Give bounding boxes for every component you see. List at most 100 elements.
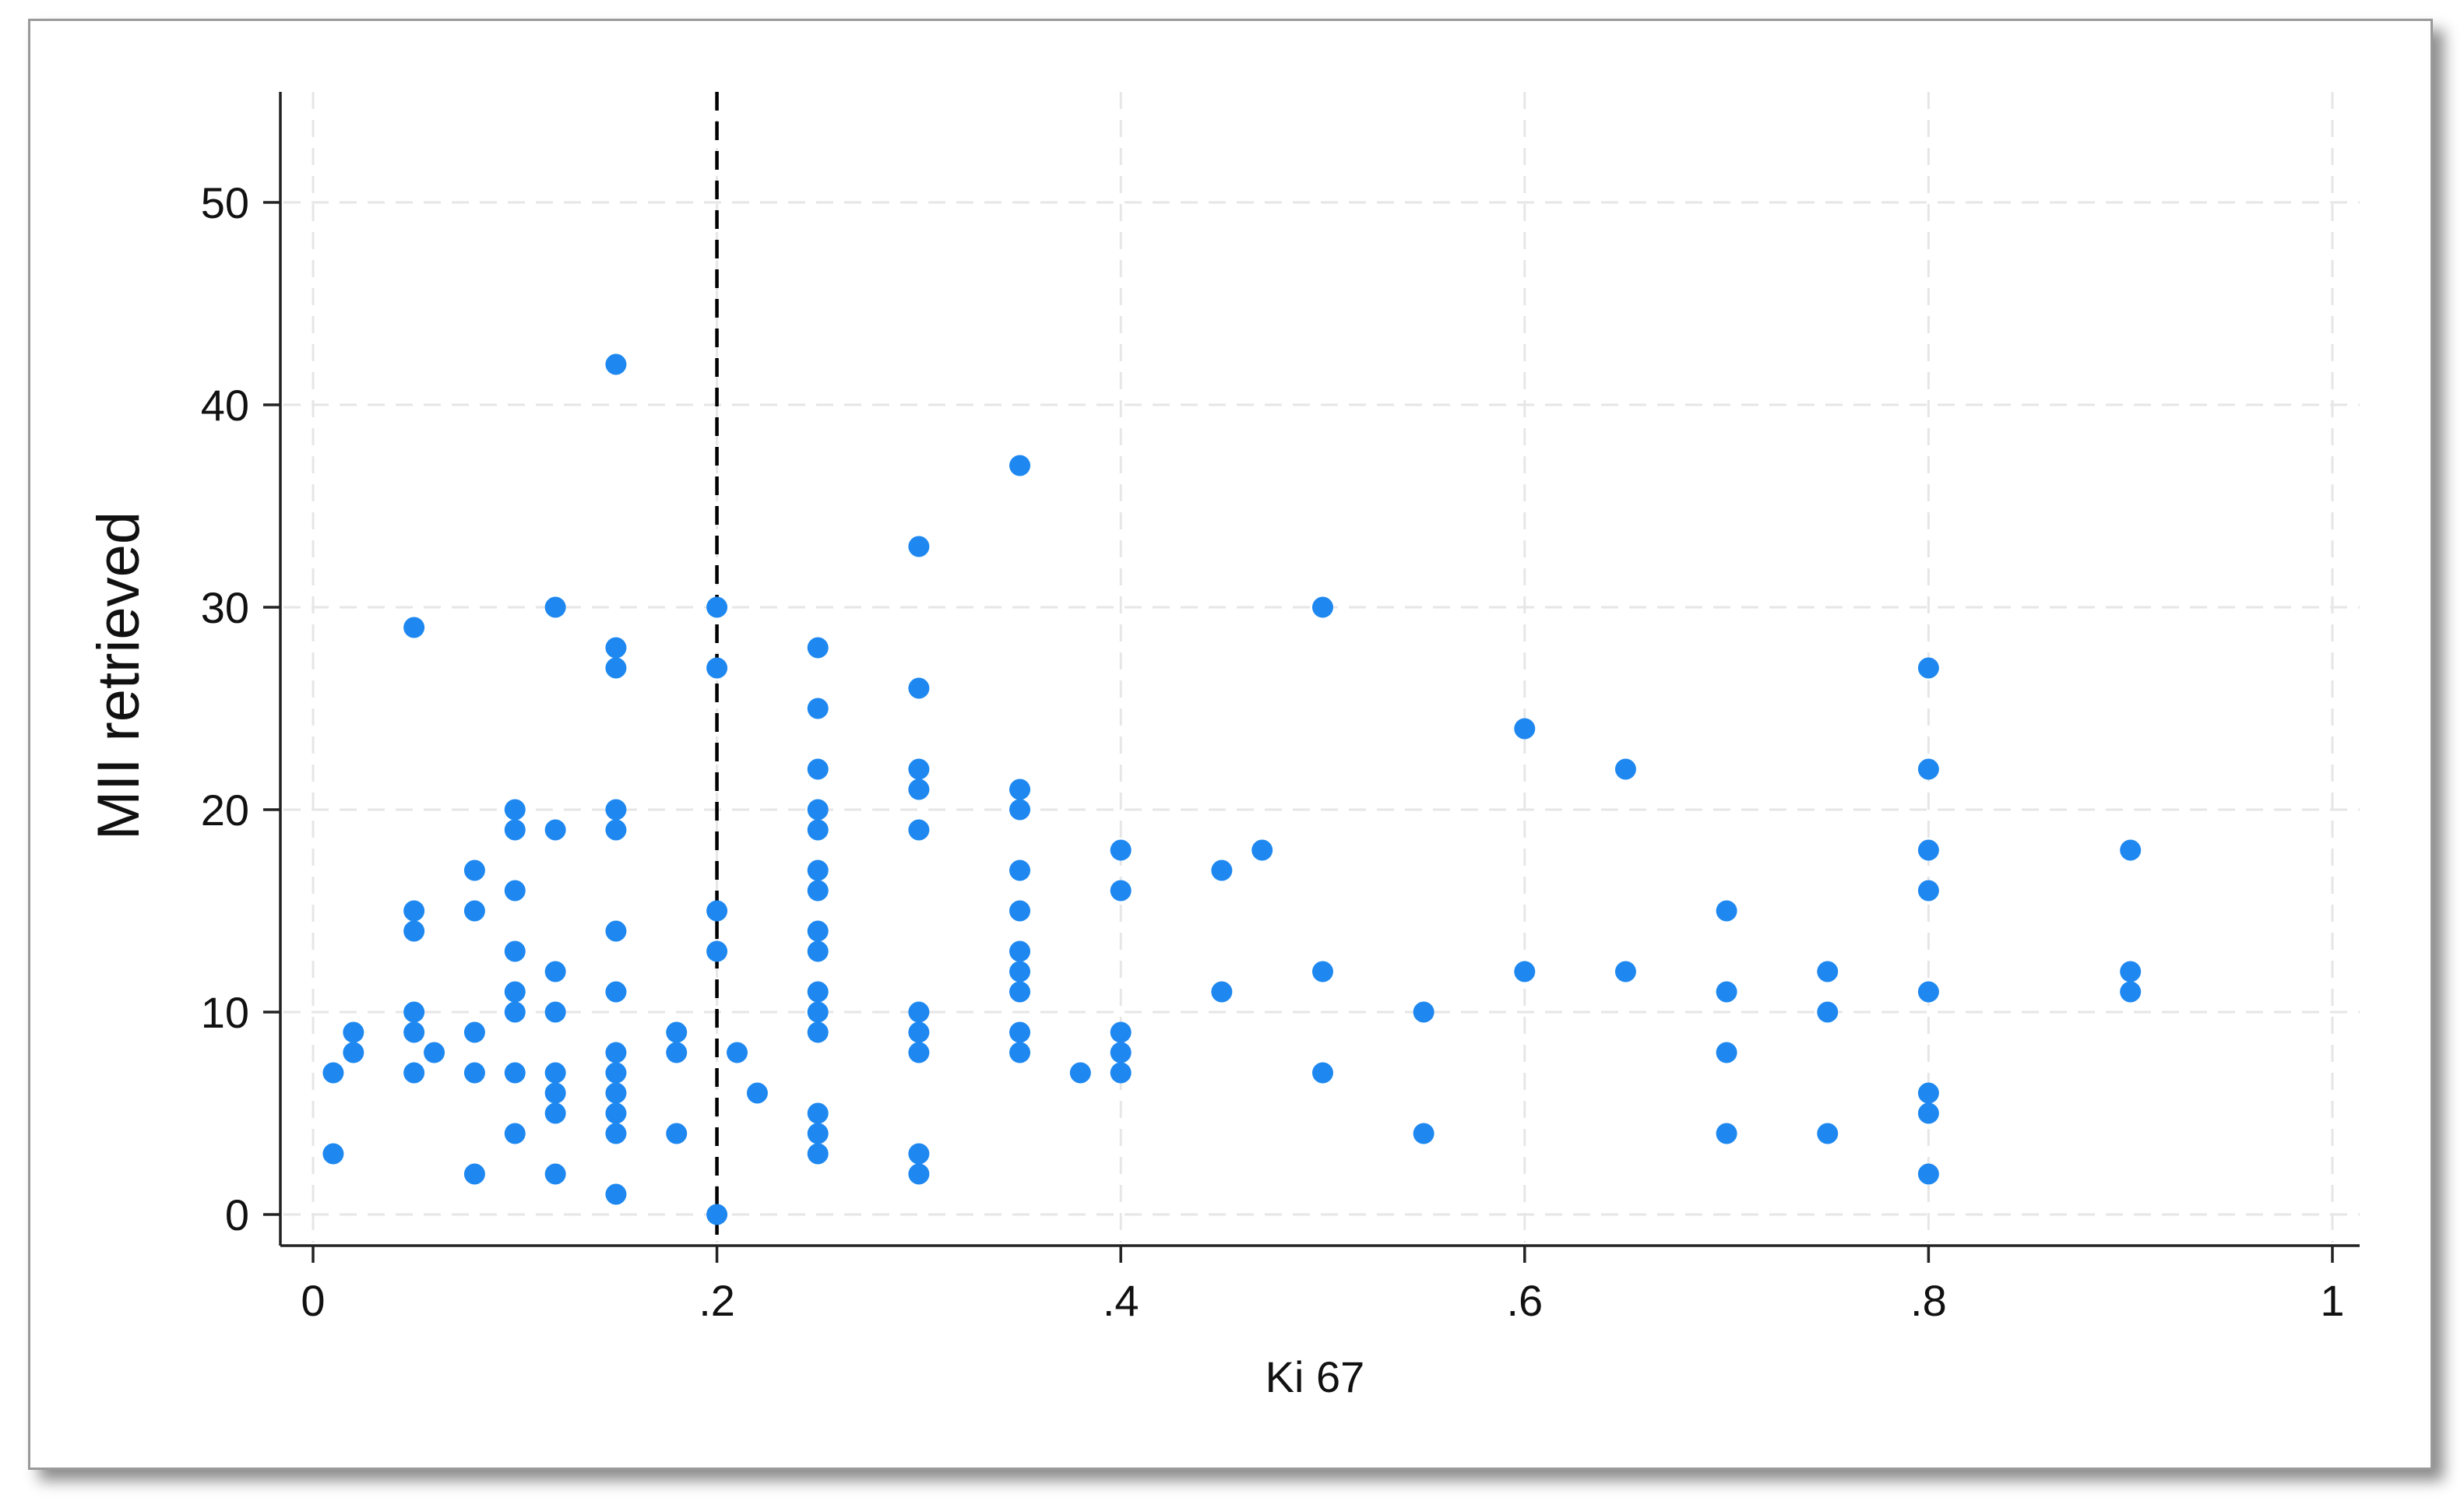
x-tick-label: .2 xyxy=(699,1276,735,1325)
data-point xyxy=(1312,961,1333,982)
data-point xyxy=(666,1042,688,1063)
x-tick-label: 1 xyxy=(2320,1276,2344,1325)
data-point xyxy=(322,1062,344,1084)
data-point xyxy=(1917,1082,1939,1104)
data-point xyxy=(1716,981,1737,1003)
data-point xyxy=(1211,981,1233,1003)
data-point xyxy=(706,596,728,618)
y-tick-label: 40 xyxy=(201,381,249,430)
y-tick-label: 30 xyxy=(201,583,249,632)
data-point xyxy=(1817,1123,1839,1144)
data-point xyxy=(908,1021,930,1043)
data-point xyxy=(605,920,627,942)
data-point xyxy=(1009,940,1031,962)
data-point xyxy=(463,1021,485,1043)
chart-frame xyxy=(28,19,2433,1470)
data-point xyxy=(807,880,829,902)
data-point xyxy=(706,940,728,962)
data-point xyxy=(1009,779,1031,800)
data-point xyxy=(807,1123,829,1144)
data-point xyxy=(706,1204,728,1225)
data-point xyxy=(605,637,627,659)
data-point xyxy=(1614,961,1636,982)
data-point xyxy=(2120,839,2142,861)
data-point xyxy=(908,779,930,800)
data-point xyxy=(2120,961,2142,982)
x-tick-label: 0 xyxy=(301,1276,325,1325)
y-tick-label: 10 xyxy=(201,988,249,1037)
data-point xyxy=(807,819,829,841)
data-point xyxy=(403,920,425,942)
data-point xyxy=(908,1042,930,1063)
data-point xyxy=(605,981,627,1003)
data-point xyxy=(1817,1001,1839,1023)
data-point xyxy=(343,1042,364,1063)
data-point xyxy=(605,353,627,375)
data-point xyxy=(1716,1123,1737,1144)
data-points xyxy=(322,353,2142,1225)
data-point xyxy=(605,819,627,841)
data-point xyxy=(544,1001,566,1023)
data-point xyxy=(706,900,728,922)
data-point xyxy=(1614,758,1636,780)
data-point xyxy=(807,1102,829,1124)
data-point xyxy=(1312,596,1333,618)
data-point xyxy=(343,1021,364,1043)
data-point xyxy=(807,637,829,659)
data-point xyxy=(1009,455,1031,476)
data-point xyxy=(1009,1042,1031,1063)
data-point xyxy=(504,1123,526,1144)
data-point xyxy=(1716,900,1737,922)
data-point xyxy=(807,758,829,780)
data-point xyxy=(908,677,930,699)
data-point xyxy=(403,1021,425,1043)
data-point xyxy=(403,617,425,638)
data-point xyxy=(727,1042,748,1063)
axes xyxy=(263,92,2360,1263)
data-point xyxy=(908,1001,930,1023)
data-point xyxy=(605,1123,627,1144)
data-point xyxy=(1009,961,1031,982)
data-point xyxy=(908,1143,930,1165)
data-point xyxy=(666,1021,688,1043)
data-point xyxy=(504,880,526,902)
data-point xyxy=(807,1143,829,1165)
data-point xyxy=(807,940,829,962)
data-point xyxy=(1211,859,1233,881)
data-point xyxy=(807,859,829,881)
data-point xyxy=(1009,1021,1031,1043)
data-point xyxy=(1009,799,1031,821)
data-point xyxy=(1110,1042,1132,1063)
data-point xyxy=(746,1082,768,1104)
y-tick-label: 0 xyxy=(225,1190,249,1239)
data-point xyxy=(504,1062,526,1084)
data-point xyxy=(463,1163,485,1185)
data-point xyxy=(463,859,485,881)
data-point xyxy=(322,1143,344,1165)
data-point xyxy=(605,1062,627,1084)
data-point xyxy=(807,799,829,821)
data-point xyxy=(1110,839,1132,861)
data-point xyxy=(544,596,566,618)
data-point xyxy=(544,1102,566,1124)
x-tick-label: .4 xyxy=(1103,1276,1139,1325)
y-tick-label: 20 xyxy=(201,786,249,835)
data-point xyxy=(1817,961,1839,982)
data-point xyxy=(424,1042,445,1063)
data-point xyxy=(807,920,829,942)
data-point xyxy=(1009,981,1031,1003)
data-point xyxy=(544,1163,566,1185)
data-point xyxy=(807,1021,829,1043)
data-point xyxy=(1413,1001,1434,1023)
data-point xyxy=(504,799,526,821)
data-point xyxy=(463,900,485,922)
data-point xyxy=(544,1062,566,1084)
data-point xyxy=(504,819,526,841)
data-point xyxy=(1917,1163,1939,1185)
data-point xyxy=(1917,657,1939,679)
data-point xyxy=(1312,1062,1333,1084)
data-point xyxy=(605,1102,627,1124)
data-point xyxy=(504,1001,526,1023)
data-point xyxy=(1069,1062,1091,1084)
